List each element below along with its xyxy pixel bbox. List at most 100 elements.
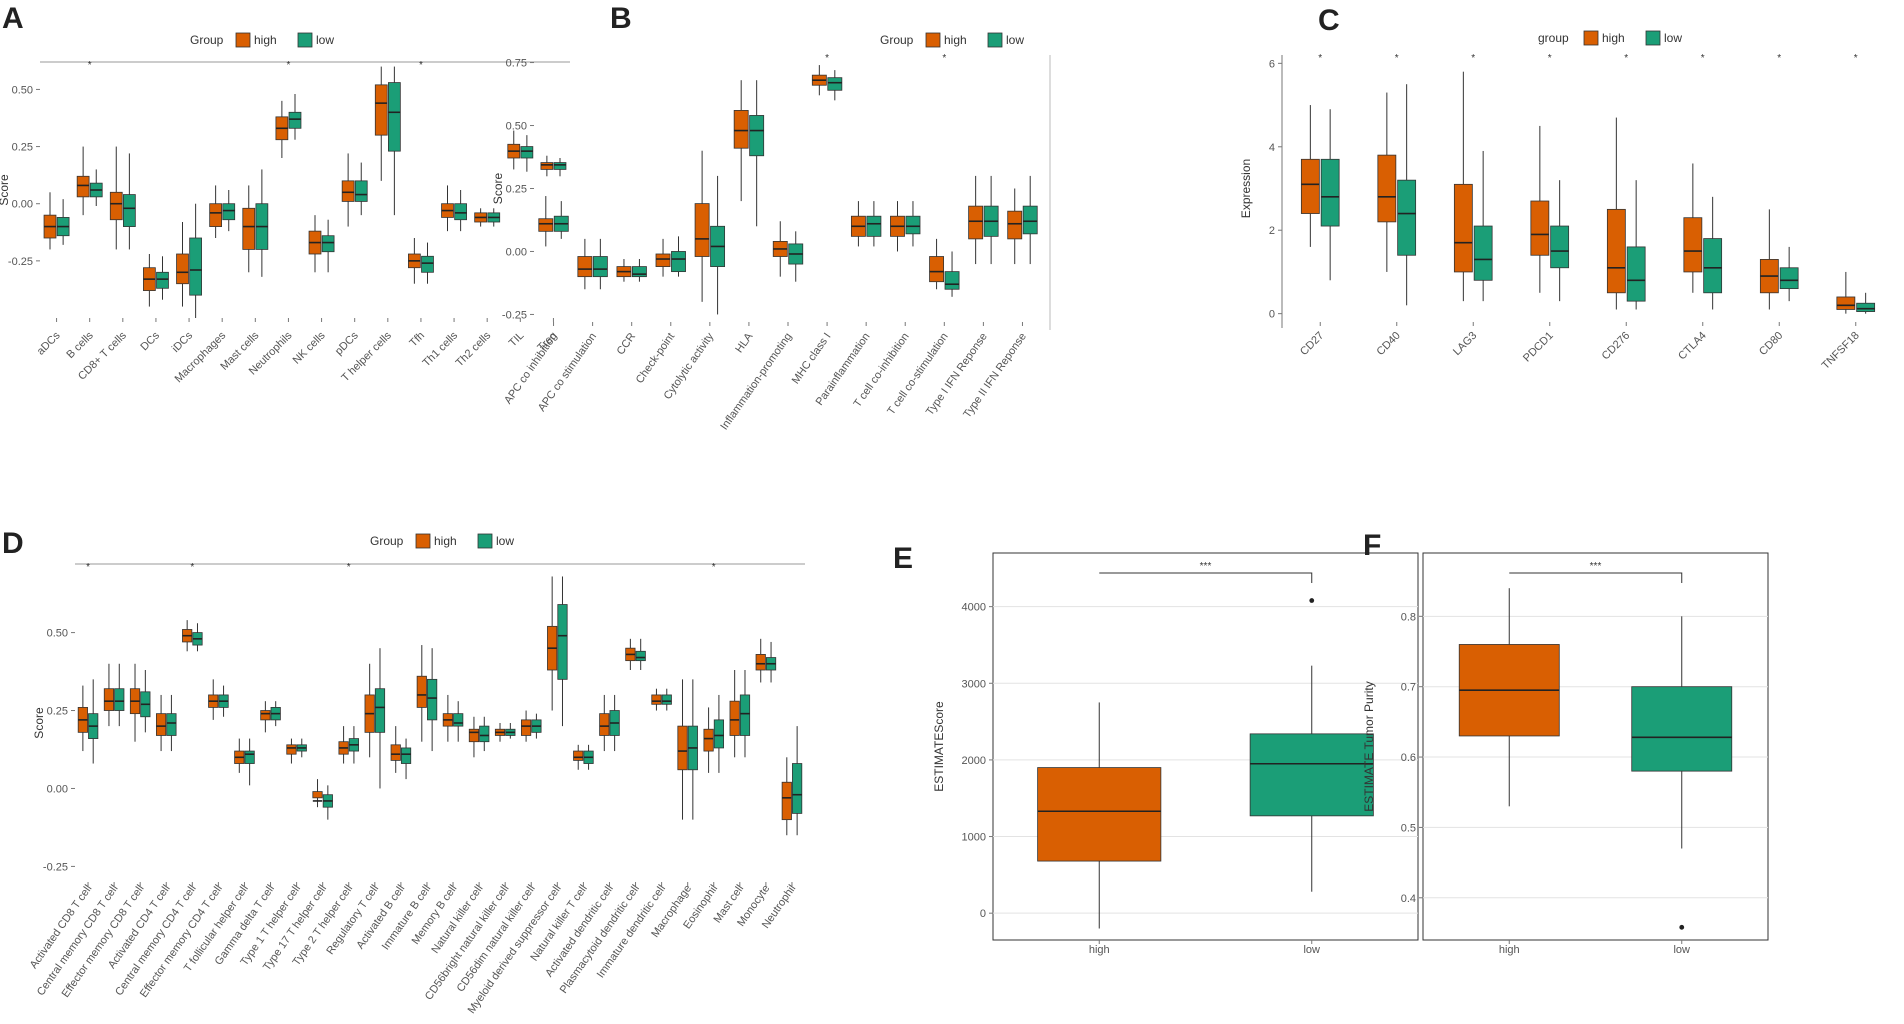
legend-label-low: low — [316, 33, 334, 47]
significance-mark: * — [190, 562, 194, 573]
legend-label-high: high — [1602, 31, 1625, 45]
box-high-box — [1037, 767, 1162, 862]
panel-a: A -0.25 0.00 0.25 0.50 Score Group high low aDCs *… — [0, 2, 570, 385]
panel-label-a: A — [2, 2, 24, 35]
legend-label-low: low — [1006, 33, 1024, 47]
significance-mark: * — [1777, 53, 1781, 64]
box-low-2-box — [631, 266, 647, 278]
box-high-7-box — [260, 710, 271, 721]
significance-mark: * — [1624, 53, 1628, 64]
box-high-0-box — [1300, 158, 1320, 214]
significance-mark: * — [286, 60, 290, 71]
box-high-6-box — [242, 207, 256, 250]
panel-label-d: D — [2, 527, 24, 560]
box-high-1-box — [1377, 154, 1397, 223]
box-high-1-box — [76, 175, 90, 198]
significance-mark: * — [86, 562, 90, 573]
box-high-5-box — [209, 203, 222, 227]
box-low-18-box — [557, 604, 568, 680]
x-tick-label: HLA — [733, 330, 755, 355]
y-tick-label: 4000 — [962, 602, 986, 614]
box-low-9-box — [354, 180, 368, 202]
box-high-27-box — [781, 781, 792, 821]
box-high-9-box — [341, 180, 355, 202]
plot-frame — [1422, 552, 1769, 941]
x-tick-label: high — [1499, 944, 1520, 956]
box-low-1-box — [592, 256, 608, 278]
box-low-0-box — [1320, 158, 1340, 227]
y-tick-label: 2 — [1269, 225, 1275, 237]
box-low-2-box — [1473, 225, 1493, 281]
box-low-12-box — [1022, 205, 1038, 235]
box-high-22-box — [651, 694, 662, 705]
box-low-4-box — [1626, 246, 1646, 302]
y-tick-label: 0 — [980, 908, 986, 920]
y-tick-label: 0.25 — [12, 142, 33, 154]
box-low-1-box — [1397, 179, 1417, 256]
box-high-10-box — [929, 256, 945, 283]
box-high-20-box — [599, 713, 610, 736]
y-axis-label: ESTIMATE Tumor Purity — [1362, 681, 1376, 811]
x-tick-label: PDCD1 — [1521, 330, 1556, 365]
legend-label-high: high — [434, 534, 457, 548]
box-high-4-box — [176, 253, 189, 285]
box-low-25-box — [739, 694, 751, 736]
x-tick-label: CCR — [615, 331, 639, 357]
box-high-9-box — [312, 791, 323, 799]
y-tick-label: 0.6 — [1401, 752, 1416, 764]
panel-label-e: E — [893, 542, 913, 575]
box-low-13-box — [427, 678, 438, 721]
y-tick-label: 3000 — [962, 678, 986, 690]
panel-c: C 0 2 4 6 Expression group high low * CD27 * CD40 * LA… — [1239, 4, 1876, 372]
box-low-5-box — [222, 203, 236, 221]
y-tick-label: 0.7 — [1401, 682, 1416, 694]
legend-title: group — [1538, 31, 1569, 45]
panel-label-b: B — [610, 2, 632, 35]
box-high-3-box — [655, 253, 671, 267]
x-tick-label: DCs — [138, 329, 162, 353]
box-low-4-box — [189, 237, 202, 296]
significance-mark: * — [942, 53, 946, 64]
y-tick-label: 0.00 — [506, 246, 527, 258]
panel-label-c: C — [1318, 4, 1340, 37]
x-tick-label: TIL — [507, 330, 527, 350]
box-high-1-box — [103, 688, 115, 711]
box-high-26-box — [755, 654, 766, 671]
box-high-0-box — [538, 218, 554, 232]
x-tick-label: Tfh — [407, 330, 427, 350]
y-tick-label: 0.00 — [47, 783, 68, 795]
box-high-12-box — [1007, 210, 1023, 240]
box-low-5-box — [749, 115, 765, 157]
y-tick-label: 0.50 — [12, 84, 33, 96]
y-axis-label: Score — [491, 173, 505, 205]
significance-bracket — [1509, 572, 1683, 583]
y-tick-label: 0 — [1269, 309, 1275, 321]
box-low-10-box — [944, 271, 960, 290]
x-tick-label: MHC class I — [790, 331, 834, 386]
legend-title: Group — [190, 33, 224, 47]
box-high-2-box — [1453, 183, 1473, 273]
x-tick-label: Th1 cells — [421, 329, 461, 369]
significance-mark: * — [1471, 53, 1475, 64]
significance-mark: * — [347, 562, 351, 573]
y-axis-label: Expression — [1239, 159, 1253, 218]
x-tick-label: CTLA4 — [1676, 330, 1709, 363]
significance-mark: * — [88, 60, 92, 71]
legend-title: Group — [880, 33, 914, 47]
box-low-11-box — [421, 255, 434, 273]
y-tick-label: 0.25 — [47, 706, 68, 718]
x-tick-label: NK cells — [291, 329, 328, 366]
box-low-8-box — [866, 215, 882, 237]
box-high-7-box — [1836, 296, 1856, 310]
x-tick-label: aDCs — [35, 329, 63, 357]
x-tick-label: CD40 — [1374, 330, 1402, 358]
box-low-15-box — [553, 162, 567, 170]
y-tick-label: 0.50 — [47, 628, 68, 640]
legend-swatch-high — [1583, 30, 1599, 46]
significance-mark: * — [1395, 53, 1399, 64]
y-tick-label: 0.4 — [1401, 893, 1416, 905]
y-tick-label: -0.25 — [8, 256, 33, 268]
